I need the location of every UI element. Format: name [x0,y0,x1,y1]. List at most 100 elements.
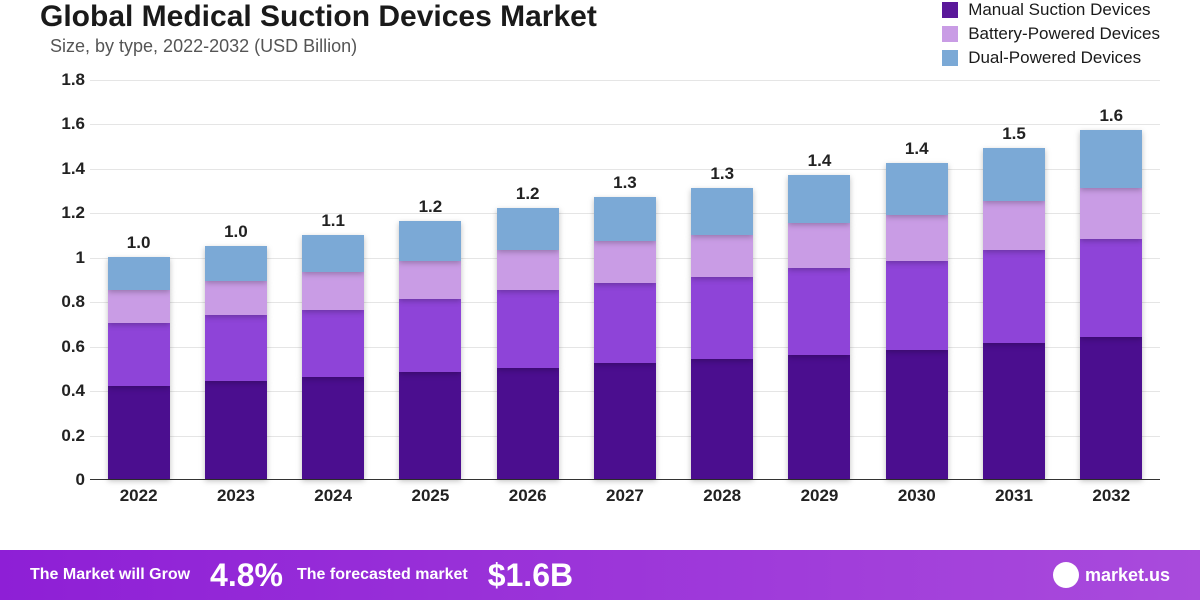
footer-banner: The Market will Grow 4.8% The forecasted… [0,550,1200,600]
bar-segment-battery [594,241,656,283]
bar-segment-battery [788,223,850,267]
bar-segment-ac_powered [399,372,461,479]
bar-segment-dual [302,235,364,273]
bar-segment-battery [497,250,559,290]
bar-segment-manual [691,277,753,359]
bar-segment-battery [399,261,461,299]
bar-segment-ac_powered [205,381,267,479]
x-tick-label: 2025 [399,480,461,510]
x-axis-labels: 2022202320242025202620272028202920302031… [90,480,1160,510]
x-tick-label: 2027 [594,480,656,510]
bar-total-label: 1.0 [127,233,151,253]
bar-segment-battery [108,290,170,323]
bar-segment-battery [886,215,948,262]
bar-segment-battery [205,281,267,314]
y-tick-label: 1 [40,248,85,268]
bar-segment-battery [1080,188,1142,239]
x-tick-label: 2024 [302,480,364,510]
bar-segment-manual [1080,239,1142,337]
y-tick-label: 1.2 [40,203,85,223]
bar-segment-dual [886,163,948,214]
bar-total-label: 1.4 [905,139,929,159]
y-tick-label: 1.4 [40,159,85,179]
legend-label: Dual-Powered Devices [968,48,1141,68]
x-tick-label: 2031 [983,480,1045,510]
brand-logo: market.us [1053,562,1170,588]
bar-segment-dual [594,197,656,241]
bar-group: 1.3 [691,188,753,479]
legend-label: Manual Suction Devices [968,0,1150,20]
legend-label: Battery-Powered Devices [968,24,1160,44]
y-tick-label: 0.6 [40,337,85,357]
y-tick-label: 1.6 [40,114,85,134]
bar-group: 1.3 [594,197,656,479]
footer-stat-2: $1.6B [488,559,573,591]
bar-segment-ac_powered [594,363,656,479]
bar-segment-manual [399,299,461,372]
bar-total-label: 1.3 [710,164,734,184]
bar-segment-manual [594,283,656,363]
y-tick-label: 1.8 [40,70,85,90]
bar-segment-ac_powered [108,386,170,479]
bar-segment-dual [983,148,1045,201]
bar-total-label: 1.5 [1002,124,1026,144]
bar-segment-ac_powered [886,350,948,479]
bar-segment-manual [886,261,948,350]
bar-total-label: 1.3 [613,173,637,193]
legend-swatch-icon [942,50,958,66]
bar-segment-dual [788,175,850,224]
bar-segment-dual [108,257,170,290]
bar-group: 1.1 [302,235,364,479]
x-tick-label: 2022 [108,480,170,510]
bar-segment-ac_powered [691,359,753,479]
brand-dot-icon [1053,562,1079,588]
bar-segment-manual [983,250,1045,343]
bar-segment-ac_powered [302,377,364,479]
legend-swatch-icon [942,2,958,18]
footer-stat-1: 4.8% [210,559,283,591]
y-tick-label: 0.4 [40,381,85,401]
y-tick-label: 0.8 [40,292,85,312]
bar-segment-ac_powered [497,368,559,479]
bar-container: 1.01.01.11.21.21.31.31.41.41.51.6 [90,80,1160,479]
x-tick-label: 2028 [691,480,753,510]
bar-group: 1.6 [1080,130,1142,479]
bar-group: 1.4 [788,175,850,479]
bar-segment-dual [497,208,559,250]
bar-segment-dual [691,188,753,235]
bar-segment-dual [205,246,267,282]
bar-total-label: 1.6 [1099,106,1123,126]
bar-segment-ac_powered [788,355,850,479]
bar-group: 1.4 [886,163,948,479]
bar-group: 1.5 [983,148,1045,479]
bar-group: 1.0 [205,246,267,479]
legend-item: Dual-Powered Devices [942,48,1160,68]
x-tick-label: 2026 [497,480,559,510]
chart-title: Global Medical Suction Devices Market [40,0,597,34]
y-tick-label: 0 [40,470,85,490]
chart-area: 00.20.40.60.811.21.41.61.8 1.01.01.11.21… [40,80,1160,510]
bar-segment-manual [302,310,364,377]
bar-segment-dual [1080,130,1142,188]
bar-segment-battery [691,235,753,277]
footer-text-2: The forecasted market [297,566,468,584]
x-tick-label: 2030 [886,480,948,510]
legend-item: Manual Suction Devices [942,0,1160,20]
bar-segment-ac_powered [1080,337,1142,479]
bar-segment-ac_powered [983,343,1045,479]
bar-segment-dual [399,221,461,261]
bar-segment-battery [983,201,1045,250]
bar-segment-manual [108,323,170,385]
bar-segment-manual [497,290,559,368]
bar-segment-battery [302,272,364,310]
footer-text-1: The Market will Grow [30,566,190,584]
x-tick-label: 2032 [1080,480,1142,510]
bar-total-label: 1.1 [321,211,345,231]
legend-item: Battery-Powered Devices [942,24,1160,44]
plot-region: 1.01.01.11.21.21.31.31.41.41.51.6 [90,80,1160,480]
legend: Manual Suction Devices Battery-Powered De… [942,0,1160,72]
bar-segment-manual [205,315,267,382]
legend-swatch-icon [942,26,958,42]
bar-total-label: 1.0 [224,222,248,242]
brand-name: market.us [1085,565,1170,586]
